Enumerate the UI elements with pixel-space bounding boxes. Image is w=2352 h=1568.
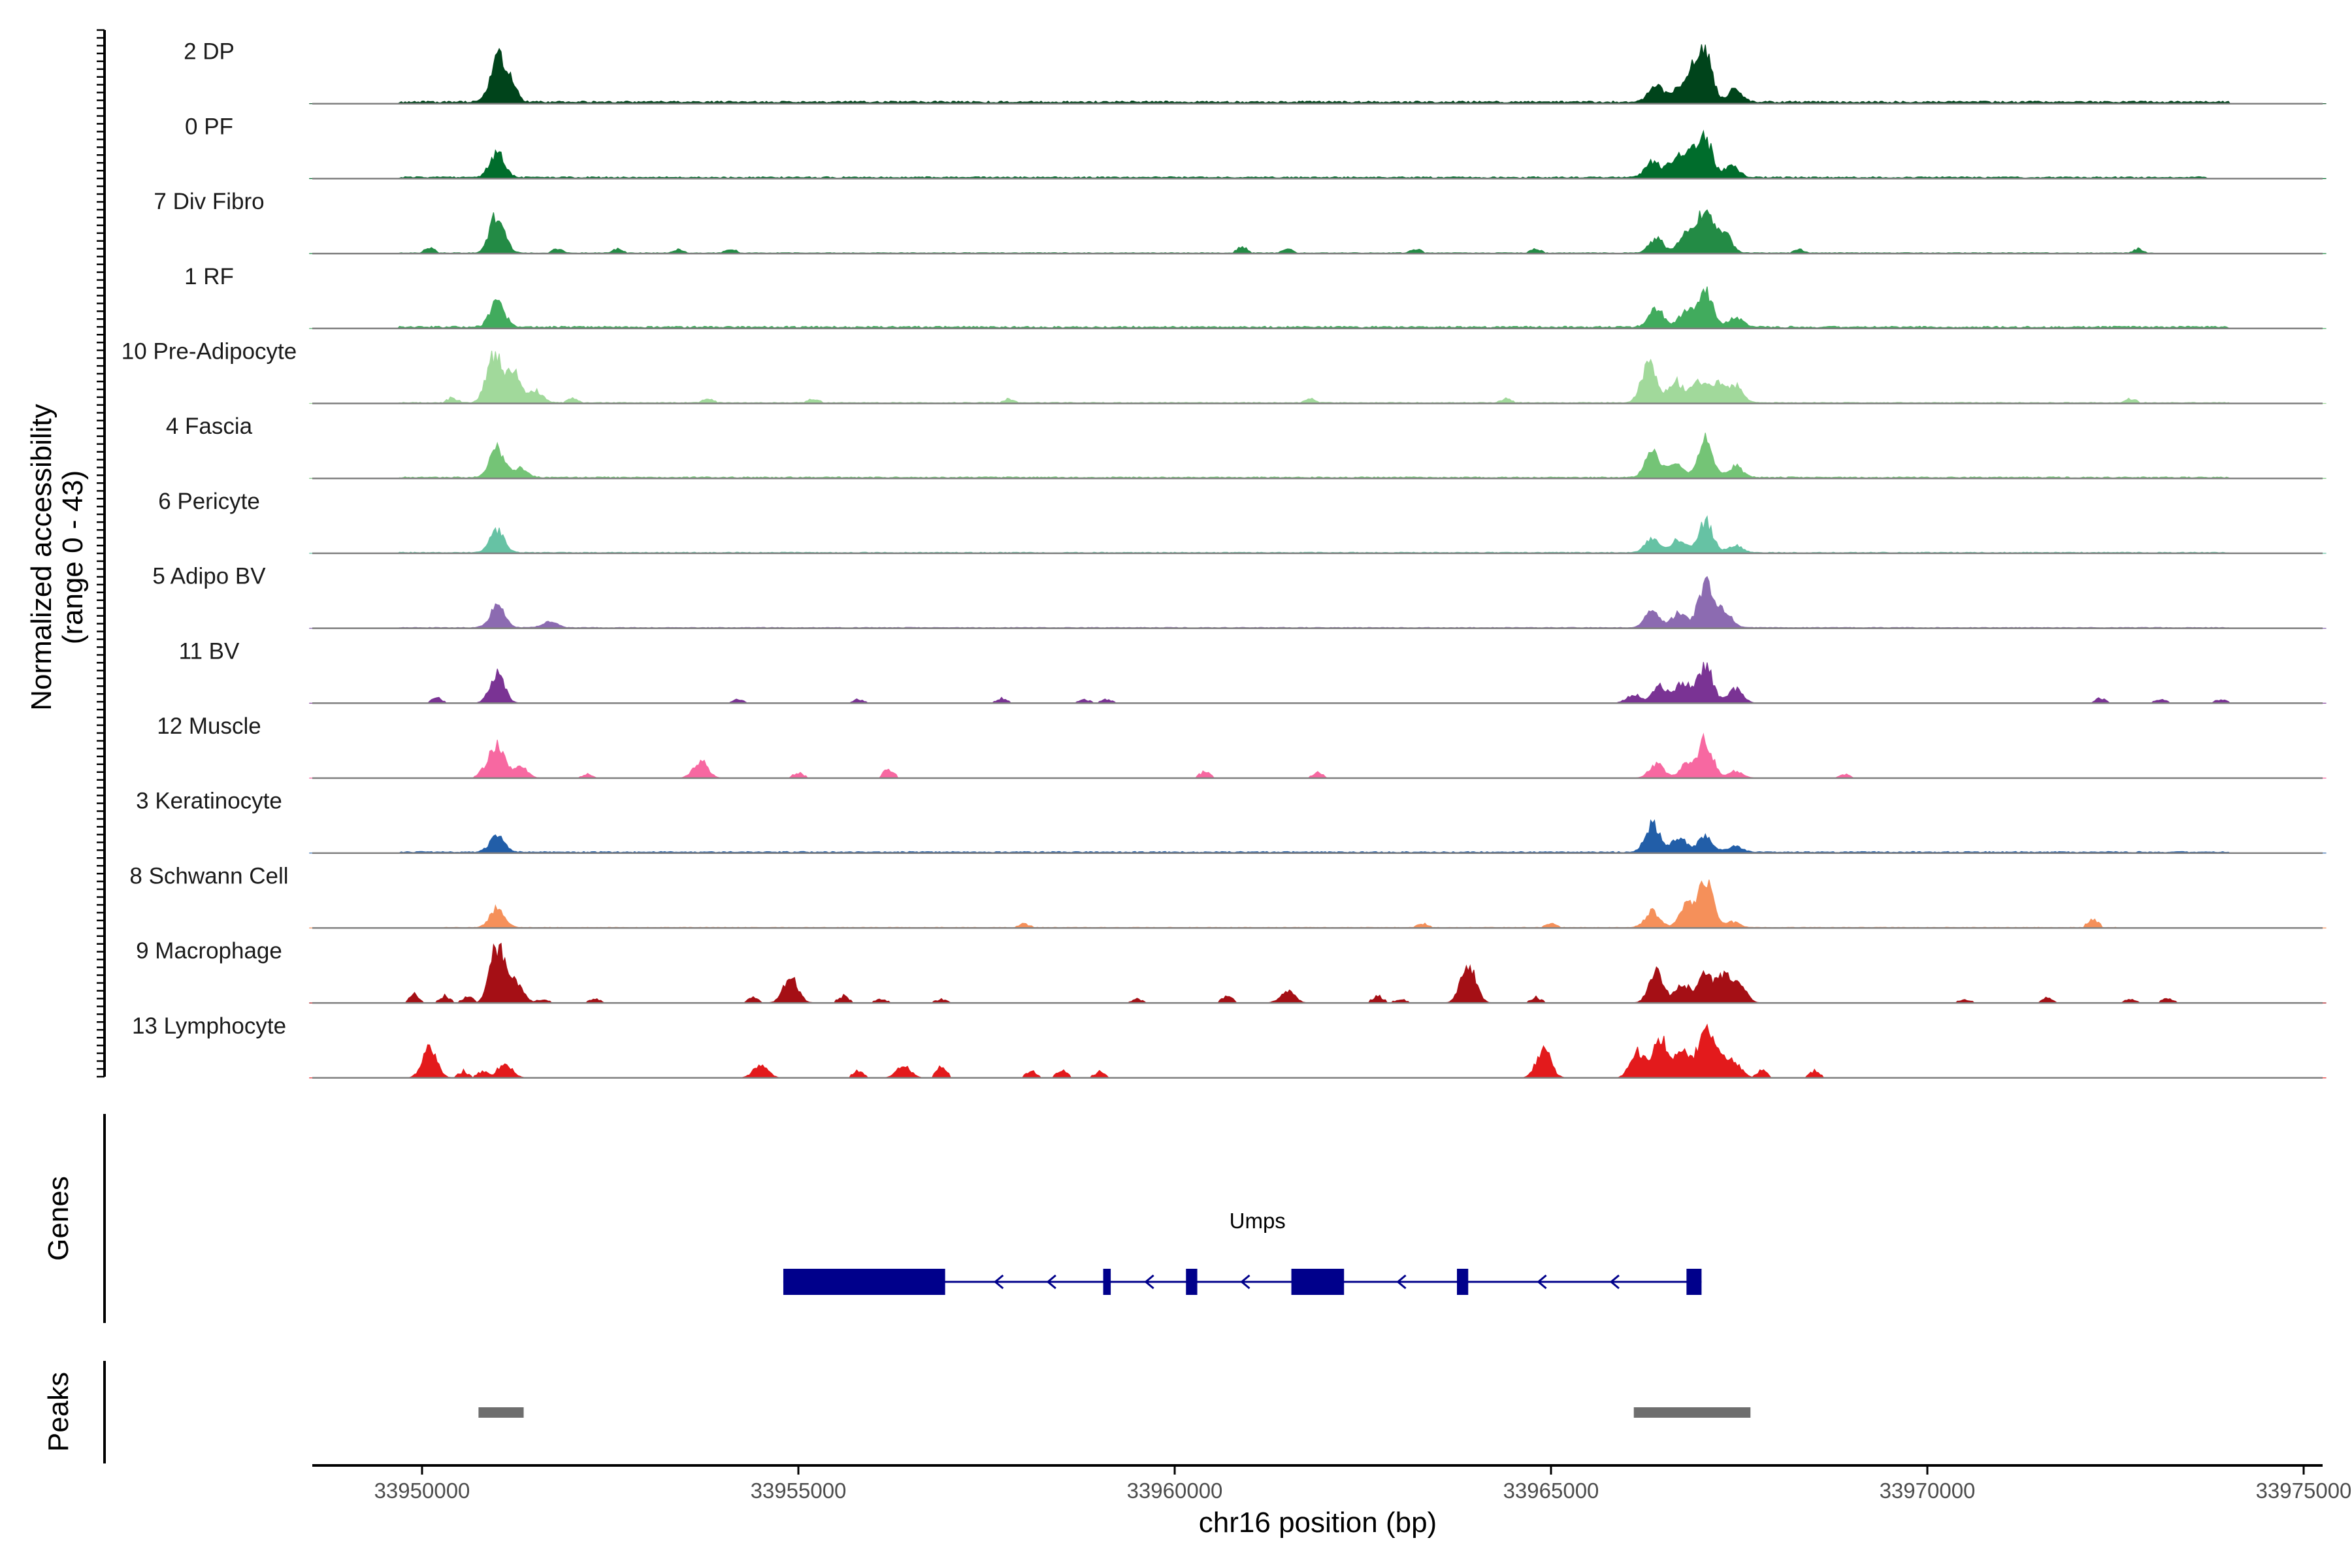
- coverage-track-label: 5 Adipo BV: [152, 564, 266, 589]
- coverage-track: 2 DP: [184, 39, 2327, 105]
- coverage-track: 12 Muscle: [157, 713, 2327, 779]
- coverage-track: 4 Fascia: [166, 414, 2327, 480]
- gene-model: Umps: [783, 1209, 1702, 1295]
- coverage-y-ticks: [97, 29, 105, 1078]
- coverage-track: 1 RF: [184, 264, 2327, 330]
- coverage-area: [309, 44, 2327, 105]
- peak-regions: [478, 1407, 1751, 1418]
- x-axis: 33950000 33955000 33960000 33965000 33970000…: [312, 1464, 2352, 1539]
- coverage-track-label: 13 Lymphocyte: [132, 1013, 286, 1039]
- gene-strand-arrow: [1609, 1274, 1620, 1290]
- coverage-area: [309, 209, 2327, 254]
- coverage-area: [309, 942, 2327, 1004]
- y-axis-title: Normalized accessibility: [25, 404, 57, 710]
- gene-exon: [1686, 1269, 1702, 1295]
- coverage-track-label: 2 DP: [184, 39, 235, 65]
- genes-panel: Genes Umps: [42, 1114, 1702, 1323]
- coverage-track: 7 Div Fibro: [154, 189, 2327, 255]
- coverage-track: 13 Lymphocyte: [132, 1013, 2327, 1079]
- coverage-area: [309, 662, 2327, 704]
- gene-strand-arrow: [1537, 1274, 1547, 1290]
- coverage-track-label: 7 Div Fibro: [154, 189, 264, 214]
- gene-exon: [1186, 1269, 1198, 1295]
- peak-region: [478, 1407, 524, 1418]
- x-tick-label: 33960000: [1127, 1478, 1223, 1503]
- coverage-track: 11 BV: [179, 638, 2327, 704]
- coverage-track-label: 8 Schwann Cell: [129, 863, 288, 889]
- coverage-track: 6 Pericyte: [158, 489, 2327, 555]
- coverage-track: 3 Keratinocyte: [136, 789, 2327, 854]
- y-axis-range-label: (range 0 - 43): [57, 470, 89, 645]
- x-tick-label: 33965000: [1503, 1478, 1599, 1503]
- coverage-tracks: 2 DP 0 PF 7 Div Fibro 1 RF 10 Pre-Adipocyte 4…: [122, 39, 2327, 1079]
- coverage-y-axis: Normalized accessibility (range 0 - 43): [25, 29, 106, 1078]
- coverage-area: [309, 576, 2327, 629]
- coverage-track-label: 12 Muscle: [157, 713, 261, 739]
- x-axis-title: chr16 position (bp): [1199, 1507, 1437, 1539]
- coverage-track-label: 4 Fascia: [166, 414, 253, 439]
- coverage-track-label: 9 Macrophage: [136, 938, 282, 964]
- gene-exon: [783, 1269, 945, 1295]
- gene-exon: [1103, 1269, 1111, 1295]
- gene-strand-arrow: [1396, 1274, 1407, 1290]
- gene-name-label: Umps: [1230, 1209, 1286, 1233]
- coverage-track: 0 PF: [185, 114, 2327, 180]
- gene-strand-arrow: [1240, 1274, 1250, 1290]
- gene-strand-arrow: [1144, 1274, 1154, 1290]
- coverage-area: [309, 1023, 2327, 1079]
- coverage-area: [309, 286, 2327, 329]
- coverage-area: [309, 515, 2327, 554]
- coverage-track-label: 6 Pericyte: [158, 489, 260, 514]
- gene-models: Umps: [783, 1209, 1702, 1295]
- coverage-track-label: 10 Pre-Adipocyte: [122, 339, 297, 365]
- genes-panel-label: Genes: [42, 1176, 74, 1261]
- coverage-area: [309, 350, 2327, 404]
- coverage-track: 9 Macrophage: [136, 938, 2327, 1004]
- x-tick-label: 33970000: [1880, 1478, 1976, 1503]
- coverage-track-label: 0 PF: [185, 114, 233, 139]
- peaks-panel: Peaks: [42, 1361, 1751, 1463]
- coverage-area: [309, 879, 2327, 928]
- gene-strand-arrow: [1046, 1274, 1056, 1290]
- coverage-track-label: 3 Keratinocyte: [136, 789, 282, 814]
- coverage-area: [309, 129, 2327, 179]
- x-ticks: 33950000 33955000 33960000 33965000 33970000…: [374, 1465, 2352, 1503]
- x-tick-label: 33955000: [751, 1478, 847, 1503]
- gene-exon: [1457, 1269, 1469, 1295]
- coverage-track: 5 Adipo BV: [152, 564, 2327, 629]
- coverage-track: 10 Pre-Adipocyte: [122, 339, 2327, 404]
- coverage-area: [309, 433, 2327, 479]
- gene-exon: [1291, 1269, 1345, 1295]
- coverage-track-label: 1 RF: [184, 264, 234, 289]
- coverage-track: 8 Schwann Cell: [129, 863, 2327, 929]
- peak-region: [1633, 1407, 1751, 1418]
- coverage-area: [309, 732, 2327, 779]
- x-tick-label: 33950000: [374, 1478, 470, 1503]
- x-tick-label: 33975000: [2256, 1478, 2352, 1503]
- peaks-panel-label: Peaks: [42, 1372, 74, 1452]
- coverage-area: [309, 819, 2327, 854]
- coverage-track-label: 11 BV: [179, 638, 240, 664]
- gene-strand-arrow: [993, 1274, 1004, 1290]
